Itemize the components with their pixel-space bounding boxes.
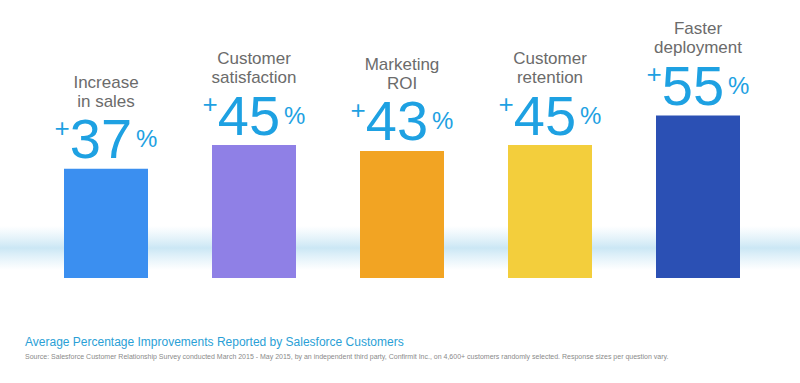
svg-text:+: +: [499, 89, 514, 119]
svg-text:%: %: [136, 125, 157, 152]
svg-text:43: 43: [366, 89, 428, 152]
svg-text:retention: retention: [516, 68, 584, 87]
svg-text:+: +: [55, 113, 70, 143]
svg-text:in sales: in sales: [77, 91, 135, 111]
svg-text:%: %: [580, 102, 601, 129]
svg-text:Customer: Customer: [513, 49, 587, 68]
svg-text:+: +: [351, 95, 366, 125]
svg-text:Faster: Faster: [674, 19, 723, 38]
svg-text:+: +: [203, 89, 218, 119]
svg-text:satisfaction: satisfaction: [211, 68, 297, 87]
svg-text:%: %: [432, 107, 453, 134]
svg-text:+: +: [647, 59, 662, 89]
svg-text:45: 45: [514, 84, 576, 147]
svg-text:Source: Salesforce Customer Re: Source: Salesforce Customer Relationship…: [25, 353, 669, 361]
svg-text:45: 45: [218, 84, 280, 147]
svg-text:%: %: [728, 72, 749, 99]
svg-text:Customer: Customer: [217, 49, 291, 68]
svg-text:37: 37: [70, 107, 132, 170]
svg-text:%: %: [284, 102, 305, 129]
svg-text:ROI: ROI: [386, 73, 418, 93]
svg-text:Average Percentage Improvement: Average Percentage Improvements Reported…: [25, 335, 404, 349]
svg-text:Marketing: Marketing: [365, 55, 440, 74]
svg-text:55: 55: [662, 54, 724, 117]
svg-text:Increase: Increase: [73, 73, 138, 92]
svg-text:deployment: deployment: [654, 38, 742, 58]
